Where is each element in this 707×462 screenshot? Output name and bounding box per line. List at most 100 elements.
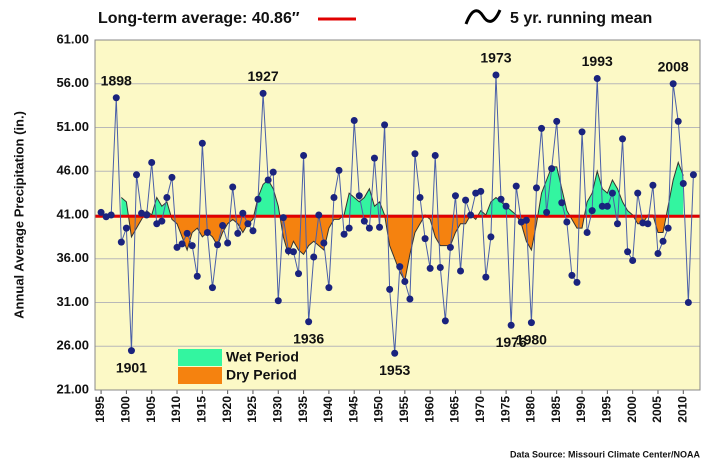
precip-point bbox=[198, 139, 206, 147]
precip-point bbox=[462, 196, 470, 204]
wet-legend-label: Wet Period bbox=[226, 349, 299, 365]
precip-point bbox=[97, 208, 105, 216]
precip-point bbox=[143, 211, 151, 219]
y-tick-label: 61.00 bbox=[56, 31, 89, 46]
precip-point bbox=[426, 264, 434, 272]
running-mean-line bbox=[120, 160, 684, 283]
y-tick-label: 46.00 bbox=[56, 163, 89, 178]
precip-point bbox=[669, 80, 677, 88]
precip-point bbox=[305, 318, 313, 326]
precip-point bbox=[264, 176, 272, 184]
y-tick-label: 26.00 bbox=[56, 338, 89, 353]
x-tick-label: 1935 bbox=[296, 396, 310, 423]
precip-point bbox=[254, 195, 262, 203]
precip-point bbox=[188, 242, 196, 250]
average-legend-label: Long-term average: 40.86″ bbox=[98, 10, 300, 27]
precip-point bbox=[684, 299, 692, 306]
precip-point bbox=[148, 159, 156, 166]
x-tick-label: 2005 bbox=[650, 396, 664, 423]
precip-point bbox=[613, 220, 621, 228]
x-tick-label: 2000 bbox=[625, 396, 639, 423]
precip-point bbox=[203, 229, 211, 236]
precip-point bbox=[219, 222, 227, 229]
precip-point bbox=[295, 270, 303, 278]
precip-point bbox=[416, 194, 424, 201]
precip-point bbox=[451, 192, 459, 200]
precip-point bbox=[593, 75, 601, 82]
year-annotation: 1927 bbox=[248, 68, 279, 84]
precip-point bbox=[629, 257, 637, 264]
precip-point bbox=[431, 152, 439, 159]
year-annotation: 2008 bbox=[658, 58, 689, 74]
plot-frame bbox=[94, 39, 701, 391]
precip-point bbox=[370, 154, 378, 162]
data-source: Data Source: Missouri Climate Center/NOA… bbox=[510, 449, 701, 459]
precip-point bbox=[659, 237, 667, 245]
precip-point bbox=[649, 181, 657, 189]
precip-point bbox=[441, 317, 449, 325]
precip-point bbox=[548, 165, 556, 173]
precip-point bbox=[234, 229, 242, 237]
precip-point bbox=[335, 166, 343, 174]
precip-point bbox=[163, 194, 171, 201]
x-tick-label: 1995 bbox=[600, 396, 614, 423]
y-tick-label: 21.00 bbox=[56, 381, 89, 396]
x-tick-label: 1930 bbox=[270, 396, 284, 423]
precip-point bbox=[117, 238, 125, 246]
x-tick-label: 1910 bbox=[169, 396, 183, 423]
precip-point bbox=[492, 71, 500, 79]
precip-point bbox=[553, 117, 561, 125]
precip-point bbox=[122, 224, 130, 232]
precip-point bbox=[619, 135, 627, 143]
precip-point bbox=[406, 295, 414, 303]
precip-point bbox=[679, 180, 687, 187]
year-annotation: 1976 bbox=[496, 334, 527, 350]
x-tick-label: 1985 bbox=[549, 396, 563, 423]
precip-line bbox=[100, 74, 694, 354]
precip-point bbox=[168, 173, 176, 181]
precip-point bbox=[664, 224, 672, 232]
precip-point bbox=[279, 214, 287, 222]
precip-point bbox=[239, 209, 247, 217]
precip-point bbox=[446, 243, 454, 251]
precip-point bbox=[310, 253, 318, 261]
x-tick-label: 1950 bbox=[372, 396, 386, 423]
precip-point bbox=[578, 128, 586, 136]
year-annotation: 1973 bbox=[480, 50, 511, 66]
plot-area bbox=[95, 39, 700, 391]
wet-area bbox=[121, 162, 684, 217]
precip-point bbox=[654, 250, 662, 257]
precip-point bbox=[173, 243, 181, 251]
precip-point bbox=[411, 150, 419, 158]
x-tick-label: 1980 bbox=[524, 396, 538, 423]
y-tick-label: 36.00 bbox=[56, 250, 89, 265]
precip-point bbox=[107, 211, 115, 219]
precip-point bbox=[588, 207, 596, 215]
year-annotation: 1898 bbox=[101, 72, 132, 88]
y-tick-label: 41.00 bbox=[56, 206, 89, 221]
precip-point bbox=[401, 278, 409, 285]
x-tick-label: 1975 bbox=[498, 396, 512, 423]
precip-point bbox=[224, 239, 232, 247]
precip-point bbox=[158, 217, 166, 225]
precip-point bbox=[300, 152, 308, 159]
precip-point bbox=[193, 272, 201, 280]
y-tick-label: 31.00 bbox=[56, 294, 89, 309]
precip-point bbox=[269, 168, 277, 176]
precip-point bbox=[274, 297, 282, 305]
precip-point bbox=[178, 240, 186, 248]
x-tick-label: 1915 bbox=[195, 396, 209, 423]
precip-point bbox=[183, 229, 191, 237]
precip-point bbox=[522, 216, 530, 224]
precip-point bbox=[396, 263, 404, 271]
precip-point bbox=[320, 239, 328, 247]
precip-point bbox=[325, 284, 333, 292]
y-axis-label: Annual Average Precipitation (in.) bbox=[11, 111, 26, 319]
precip-point bbox=[391, 349, 399, 357]
precip-point bbox=[259, 89, 267, 97]
year-annotation: 1901 bbox=[116, 359, 147, 375]
precip-point bbox=[608, 189, 616, 197]
precip-point bbox=[315, 211, 323, 219]
precip-point bbox=[355, 192, 363, 200]
